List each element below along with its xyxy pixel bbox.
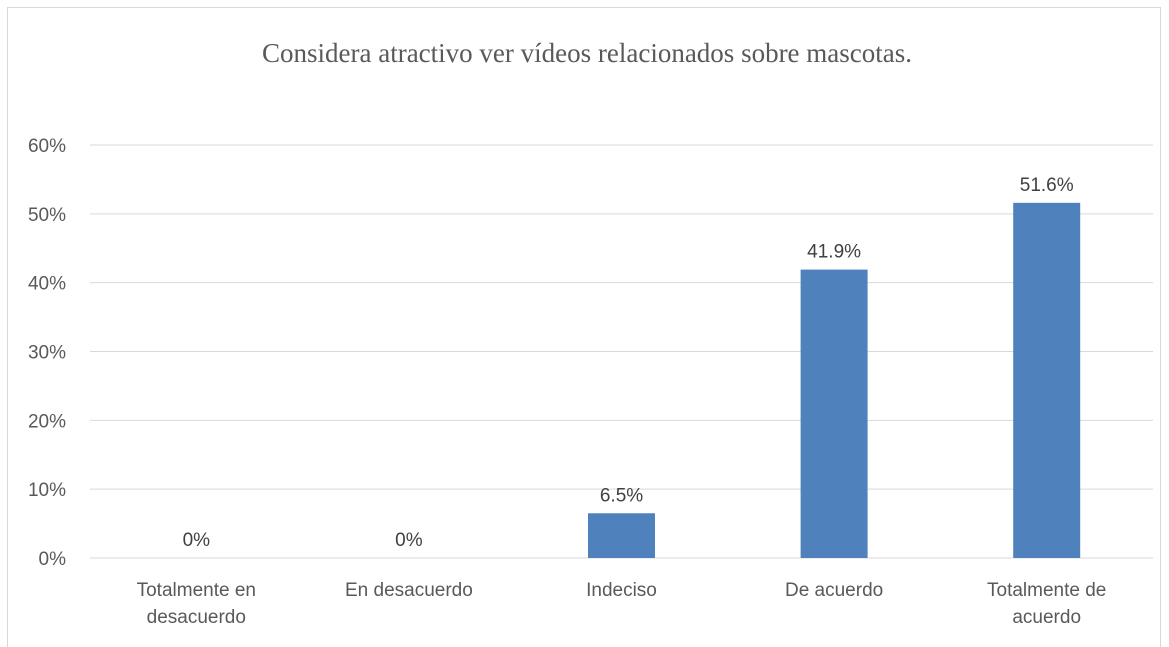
- x-axis-category-labels: Totalmente en desacuerdo En desacuerdo Inde…: [137, 580, 1107, 628]
- x-category-label: De acuerdo: [785, 580, 883, 601]
- data-label: 0%: [395, 530, 423, 551]
- chart-frame: [7, 7, 1161, 647]
- y-tick-label: 60%: [28, 136, 66, 157]
- data-label: 0%: [183, 530, 211, 551]
- x-category-label: acuerdo: [1012, 607, 1081, 628]
- y-axis-tick-labels: 0% 10% 20% 30% 40% 50% 60%: [28, 136, 66, 570]
- x-category-label: Indeciso: [586, 580, 657, 601]
- y-tick-label: 20%: [28, 411, 66, 432]
- x-category-label: Totalmente en: [137, 580, 256, 601]
- x-category-label: En desacuerdo: [345, 580, 473, 601]
- bars: [588, 202, 1081, 558]
- y-tick-label: 40%: [28, 274, 66, 295]
- y-tick-label: 0%: [39, 549, 67, 570]
- data-label: 6.5%: [600, 485, 643, 506]
- x-category-label: Totalmente de: [987, 580, 1106, 601]
- bar: [1013, 202, 1081, 558]
- bar: [800, 269, 868, 558]
- bar: [588, 513, 655, 558]
- y-tick-label: 50%: [28, 205, 66, 226]
- chart-title: Considera atractivo ver vídeos relaciona…: [262, 38, 912, 68]
- data-label: 51.6%: [1020, 175, 1074, 196]
- y-tick-label: 30%: [28, 343, 66, 364]
- x-category-label: desacuerdo: [147, 607, 246, 628]
- data-labels: 0% 0% 6.5% 41.9% 51.6%: [183, 175, 1074, 551]
- data-label: 41.9%: [807, 242, 861, 263]
- y-tick-label: 10%: [28, 480, 66, 501]
